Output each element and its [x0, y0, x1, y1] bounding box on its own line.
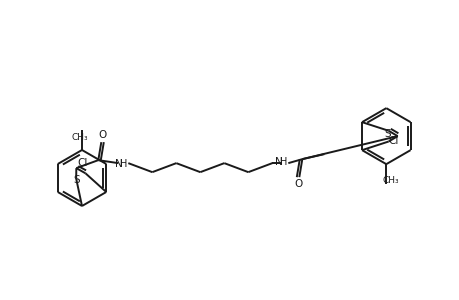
Text: CH₃: CH₃ — [382, 176, 399, 184]
Text: N: N — [115, 159, 123, 169]
Text: Cl: Cl — [77, 158, 87, 168]
Text: S: S — [74, 175, 80, 184]
Text: H: H — [279, 157, 286, 167]
Text: S: S — [384, 130, 390, 140]
Text: H: H — [119, 159, 127, 169]
Text: N: N — [275, 157, 283, 167]
Text: O: O — [294, 179, 302, 189]
Text: Cl: Cl — [388, 136, 398, 146]
Text: O: O — [98, 130, 106, 140]
Text: CH₃: CH₃ — [72, 134, 88, 142]
